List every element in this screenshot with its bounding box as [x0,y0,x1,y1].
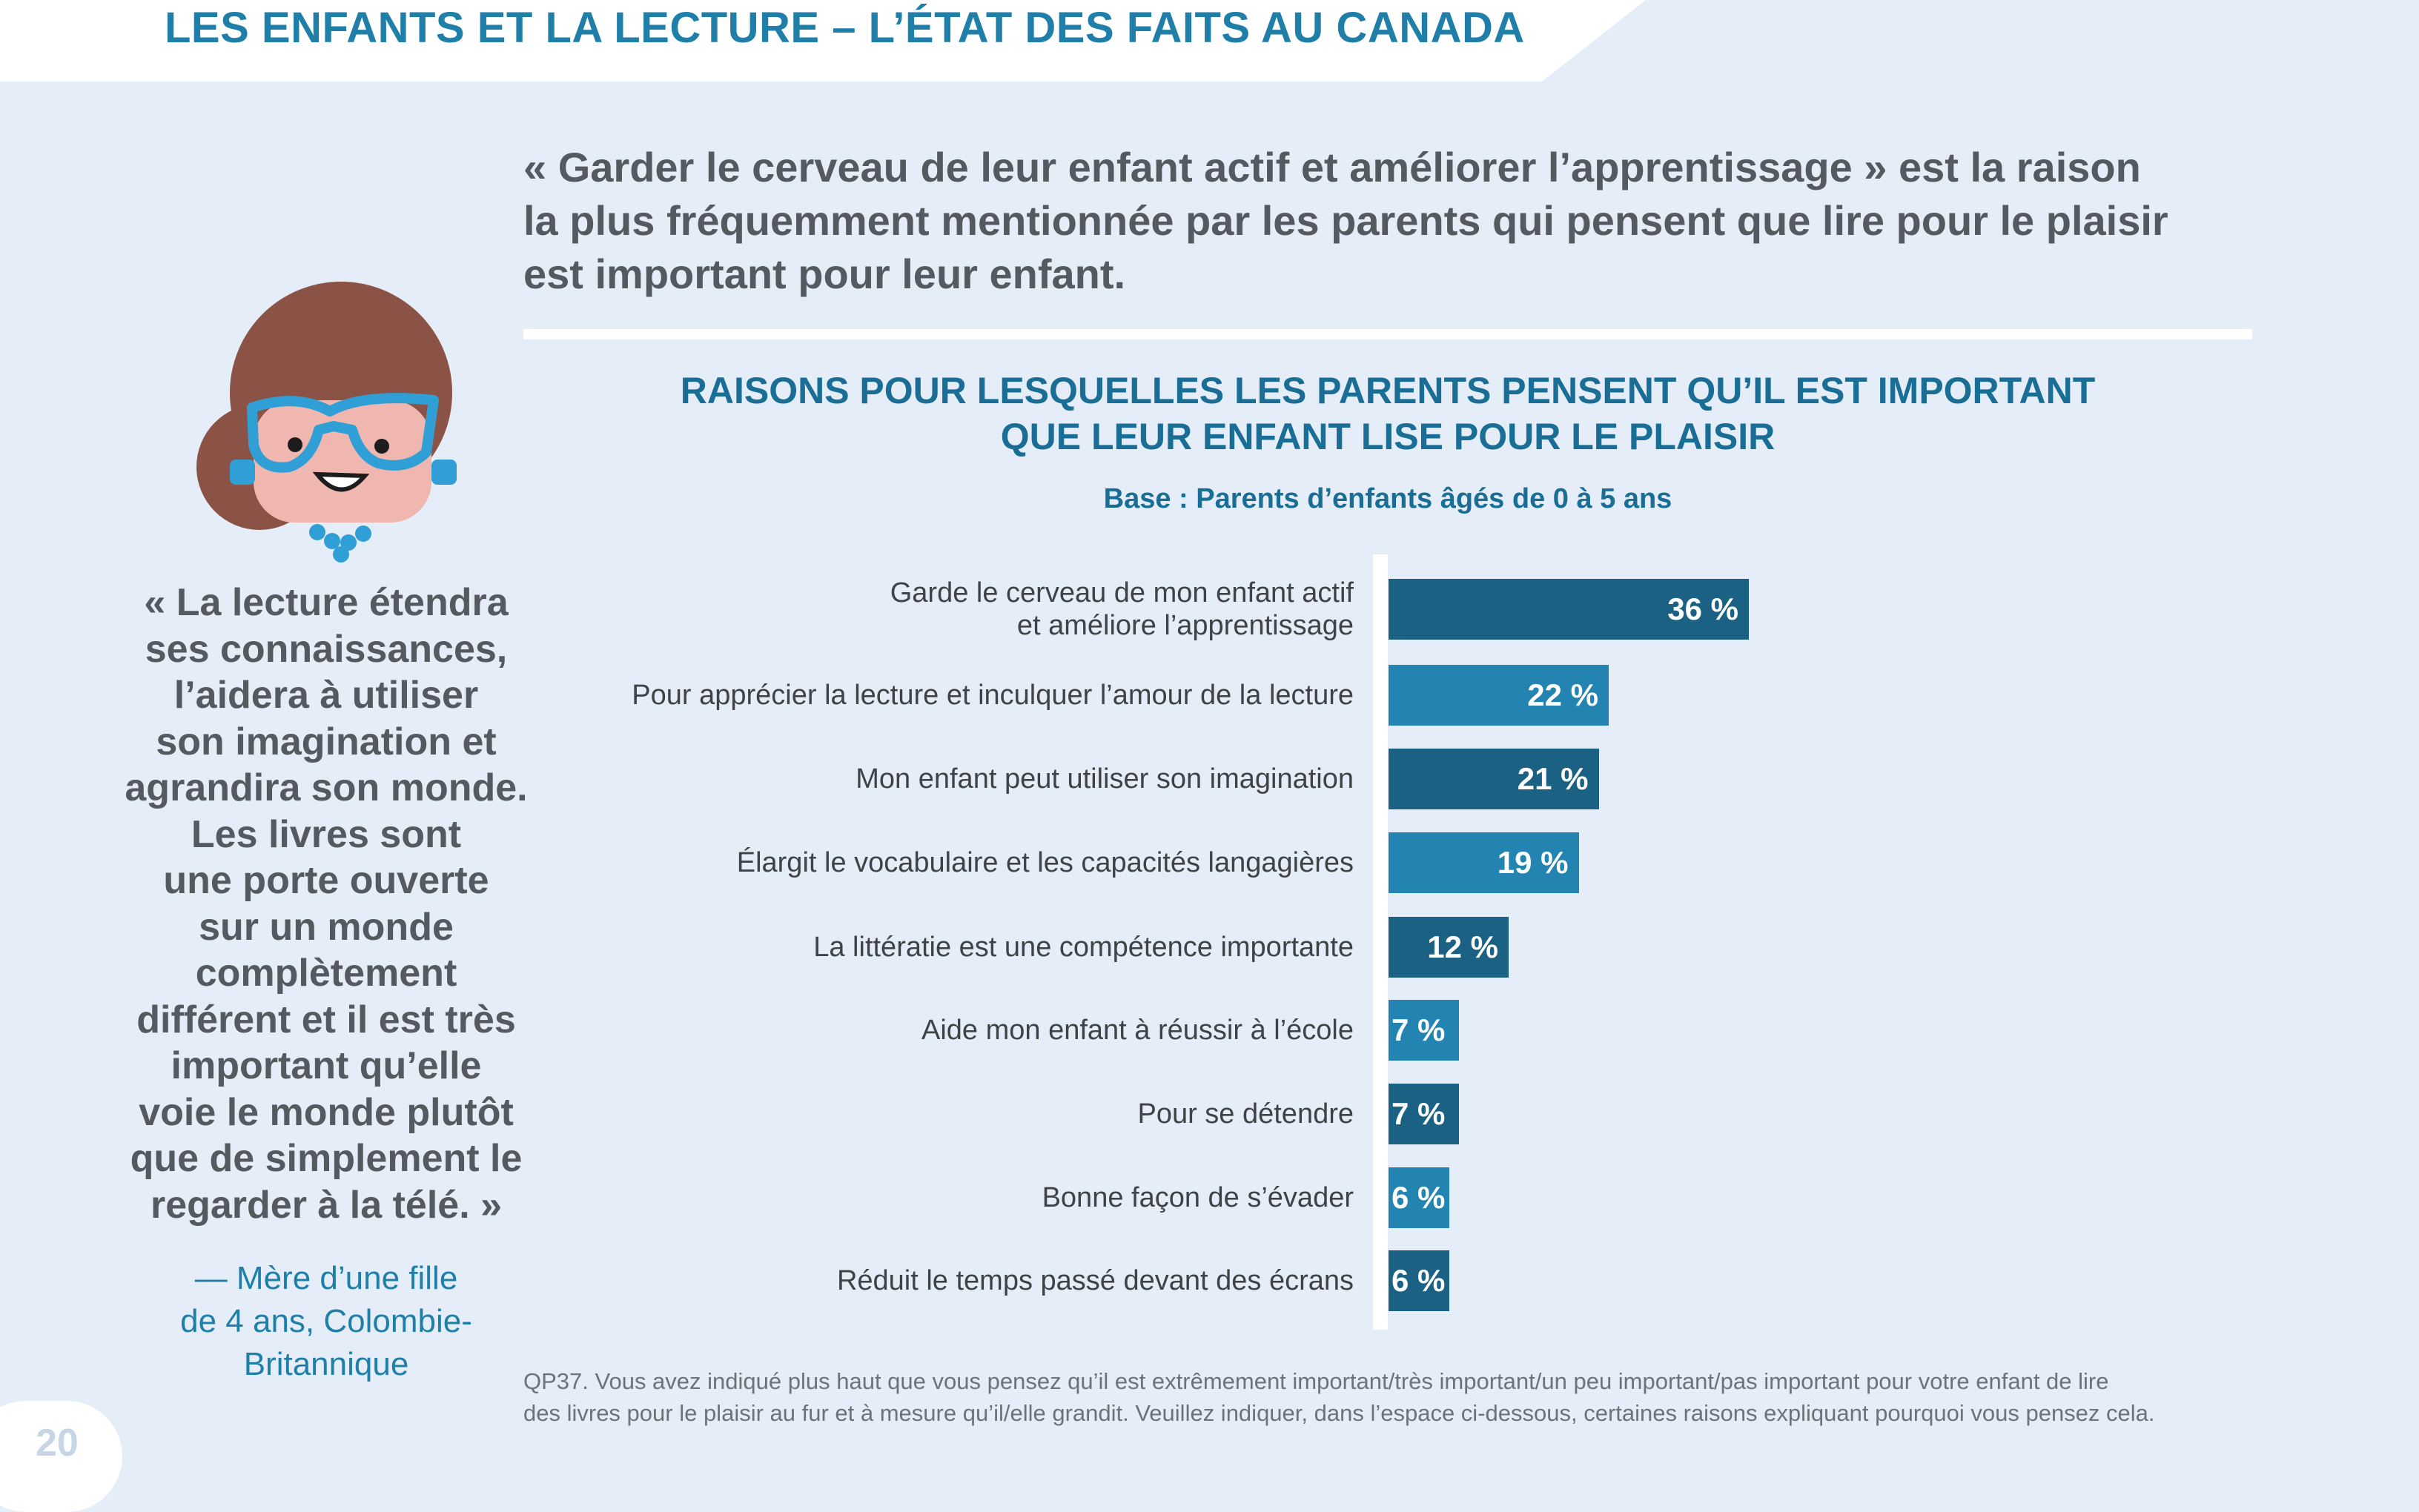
category-label: Bonne façon de s’évader [538,1181,1354,1214]
category-label: Garde le cerveau de mon enfant actif et a… [538,577,1354,642]
quote-line: « La lecture étendra [144,581,509,624]
bar-value-label: 7 % [1391,1096,1446,1131]
bar: 7 % [1389,1084,1459,1144]
quote-line: voie le monde plutôt [139,1090,514,1134]
bar: 19 % [1389,832,1579,893]
chart-title: RAISONS POUR LESQUELLES LES PARENTS PENS… [523,368,2252,460]
chart-title-line: RAISONS POUR LESQUELLES LES PARENTS PENS… [680,370,2096,411]
bar-value-label: 21 % [1517,761,1589,796]
lead-paragraph: « Garder le cerveau de leur enfant actif… [523,141,2258,301]
attribution-line: Britannique [243,1346,409,1382]
lead-line: est important pour leur enfant. [523,251,1126,297]
bar-value-label: 6 % [1391,1263,1446,1298]
quote-line: important qu’elle [171,1044,482,1087]
quote-line: Les livres sont [191,812,462,856]
quote-line: que de simplement le [130,1137,523,1180]
category-label-line: Réduit le temps passé devant des écrans [836,1265,1354,1296]
parent-quote: « La lecture étendra ses connaissances, … [89,580,563,1228]
quote-line: agrandira son monde. [125,766,528,809]
category-label-line: Pour apprécier la lecture et inculquer l… [632,680,1354,711]
category-label: Mon enfant peut utiliser son imagination [538,763,1354,795]
quote-attribution: — Mère d’une fille de 4 ans, Colombie- B… [89,1257,563,1386]
quote-line: une porte ouverte [163,859,489,902]
category-label-line: Garde le cerveau de mon enfant actif [890,577,1354,609]
quote-line: son imagination et [156,720,497,763]
category-label: Pour se détendre [538,1098,1354,1130]
quote-line: regarder à la télé. » [150,1183,503,1227]
category-label: Pour apprécier la lecture et inculquer l… [538,679,1354,712]
bar-value-label: 7 % [1391,1012,1446,1047]
attribution-line: — Mère d’une fille [194,1260,458,1296]
quote-line: l’aidera à utiliser [173,674,479,717]
quote-line: complètement [195,952,457,995]
header-accent [1542,0,2419,82]
footnote-line: des livres pour le plaisir au fur et à m… [523,1400,2155,1426]
bar: 22 % [1389,665,1609,726]
bar: 6 % [1389,1167,1449,1228]
footnote: QP37. Vous avez indiqué plus haut que vo… [523,1365,2317,1429]
chart-title-line: QUE LEUR ENFANT LISE POUR LE PLAISIR [1000,416,1776,457]
chart-subtitle: Base : Parents d’enfants âgés de 0 à 5 a… [1103,483,1672,514]
bar-value-label: 6 % [1391,1180,1446,1215]
bar: 6 % [1389,1250,1449,1311]
bar: 36 % [1389,579,1749,640]
category-label-line: Mon enfant peut utiliser son imagination [856,763,1354,795]
bar-value-label: 19 % [1497,845,1569,880]
category-label: Élargit le vocabulaire et les capacités … [538,846,1354,879]
divider [523,329,2252,339]
category-label: Aide mon enfant à réussir à l’école [538,1014,1354,1047]
mother-avatar-icon [196,282,457,563]
page-title: LES ENFANTS ET LA LECTURE – L’ÉTAT DES F… [165,4,1525,52]
category-label-line: Pour se détendre [1137,1098,1354,1130]
bar-value-label: 36 % [1667,591,1738,626]
bar: 12 % [1389,917,1509,978]
lead-line: la plus fréquemment mentionnée par les p… [523,197,2168,244]
quote-line: différent et il est très [136,998,516,1041]
page-number: 20 [36,1422,79,1465]
bar: 7 % [1389,1000,1459,1061]
bar-value-label: 22 % [1527,677,1598,712]
footnote-line: QP37. Vous avez indiqué plus haut que vo… [523,1368,2109,1394]
attribution-line: de 4 ans, Colombie- [180,1303,472,1339]
chart-axis [1373,554,1388,1330]
quote-line: ses connaissances, [145,627,508,671]
lead-line: « Garder le cerveau de leur enfant actif… [523,144,2141,190]
category-label: La littératie est une compétence importa… [538,931,1354,964]
category-label: Réduit le temps passé devant des écrans [538,1264,1354,1297]
category-label-line: La littératie est une compétence importa… [813,932,1354,963]
bar: 21 % [1389,749,1599,809]
category-label-line: et améliore l’apprentissage [1016,610,1354,641]
category-label-line: Élargit le vocabulaire et les capacités … [736,847,1354,878]
quote-line: sur un monde [199,905,454,949]
bar-value-label: 12 % [1427,929,1498,964]
category-label-line: Bonne façon de s’évader [1042,1182,1354,1213]
category-label-line: Aide mon enfant à réussir à l’école [921,1015,1354,1046]
